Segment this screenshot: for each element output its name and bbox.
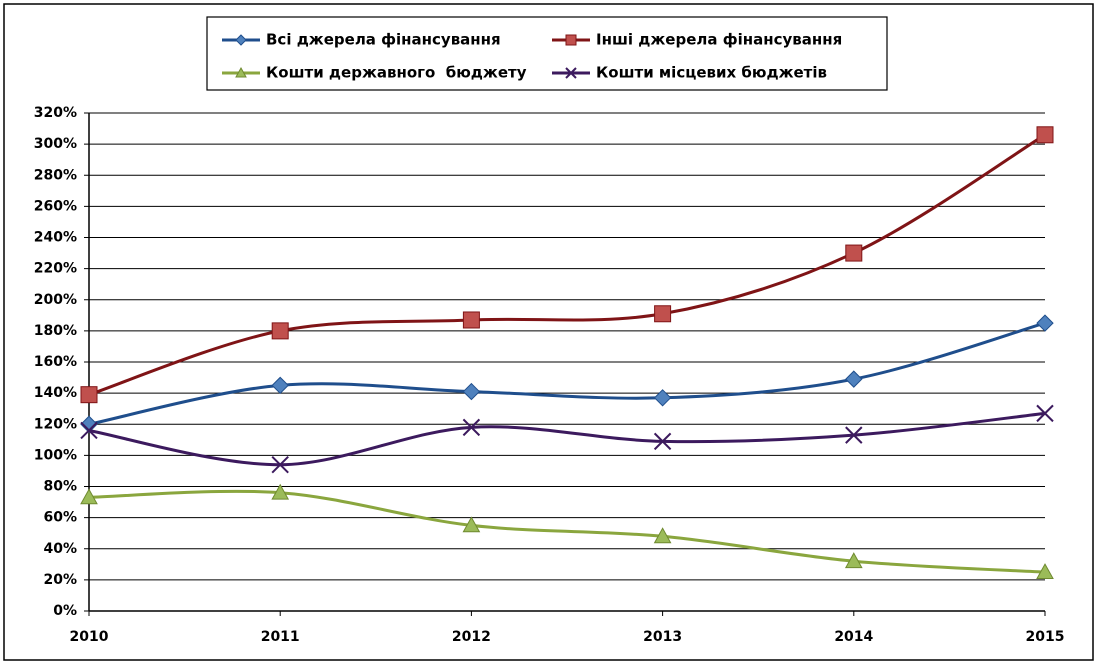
y-tick-label: 260% [34,198,77,214]
y-tick-label: 60% [43,510,77,526]
x-tick-label: 2013 [643,629,682,645]
marker [565,34,577,46]
y-tick-label: 160% [34,354,77,370]
x-tick-label: 2010 [70,629,109,645]
x-tick-label: 2014 [834,629,873,645]
y-tick-label: 40% [43,541,77,557]
y-tick-label: 120% [34,416,77,432]
marker [271,322,289,340]
series-line [88,133,1046,397]
y-tick-label: 0% [53,603,77,619]
marker [462,418,481,437]
marker [80,488,98,505]
marker [1036,126,1054,144]
legend-label: Кошти місцевих бюджетів [596,64,827,82]
marker [462,311,480,329]
marker [845,244,863,262]
marker [565,67,577,79]
marker [1036,404,1054,423]
y-tick-label: 20% [43,572,77,588]
y-tick-label: 320% [34,105,77,121]
marker [845,426,863,444]
marker [271,483,290,500]
y-tick-label: 80% [43,479,77,495]
series-line [88,321,1046,426]
series-line [88,411,1046,467]
y-tick-label: 300% [34,136,77,152]
marker [271,456,289,474]
legend: Всі джерела фінансування Інші джерела фін… [222,31,842,82]
legend-box [206,16,888,91]
marker [462,382,481,401]
legend-label: Всі джерела фінансування [266,31,501,49]
y-tick-label: 220% [34,261,77,277]
marker [653,432,672,451]
marker [1036,314,1054,332]
legend-label: Кошти державного бюджету [266,64,527,82]
x-tick-label: 2011 [261,629,300,645]
marker [235,34,247,46]
chart-border [3,3,1094,661]
legend-label: Інші джерела фінансування [596,31,842,49]
marker [271,376,289,395]
marker [80,421,98,440]
y-tick-label: 100% [34,447,77,463]
marker [654,305,672,323]
x-tick-label: 2015 [1026,629,1065,645]
marker [844,552,863,569]
marker [80,415,98,433]
marker [235,66,247,78]
marker [462,516,481,533]
marker [653,389,672,407]
y-tick-label: 280% [34,167,77,183]
marker [80,386,98,404]
series-line [88,489,1046,574]
marker [1036,563,1054,579]
y-tick-label: 180% [34,323,77,339]
marker [653,527,672,544]
y-tick-label: 140% [34,385,77,401]
y-tick-label: 200% [34,292,77,308]
marker [845,370,863,388]
y-tick-label: 240% [34,230,77,246]
x-tick-label: 2012 [452,629,491,645]
